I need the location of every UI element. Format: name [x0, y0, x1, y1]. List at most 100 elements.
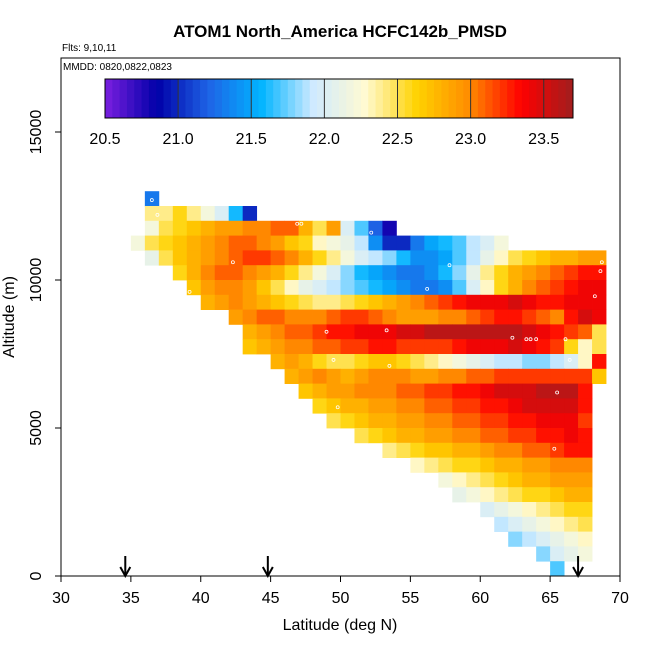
heatmap-cell: [200, 265, 216, 281]
heatmap-cell: [186, 280, 202, 296]
heatmap-cell: [382, 220, 397, 236]
heatmap-cell: [564, 531, 579, 547]
heatmap-cell: [270, 235, 285, 251]
heatmap-cell: [438, 309, 453, 325]
heatmap-cell: [536, 546, 551, 562]
heatmap-cell: [480, 502, 495, 518]
heatmap-cell: [578, 383, 593, 399]
heatmap-cell: [592, 294, 607, 310]
heatmap-cell: [354, 235, 369, 251]
heatmap-cell: [438, 428, 453, 444]
heatmap-cell: [410, 368, 425, 384]
colorbar-swatch: [192, 79, 201, 118]
heatmap-cell: [340, 265, 355, 281]
heatmap-cell: [452, 368, 467, 384]
heatmap-cell: [312, 265, 327, 281]
heatmap-cell: [508, 383, 523, 399]
heatmap-cell: [410, 250, 425, 266]
heatmap-cell: [354, 265, 369, 281]
heatmap-cell: [452, 324, 467, 340]
heatmap-cell: [298, 324, 313, 340]
heatmap-cell: [424, 428, 439, 444]
heatmap-cell: [270, 309, 285, 325]
x-tick-label: 50: [332, 590, 350, 607]
heatmap-cell: [480, 383, 495, 399]
heatmap-cell: [382, 413, 397, 429]
heatmap-cell: [312, 324, 327, 340]
heatmap-cell: [368, 280, 383, 296]
heatmap-cell: [592, 280, 607, 296]
heatmap-cell: [508, 294, 523, 310]
heatmap-cell: [494, 516, 509, 532]
sample-marker: [592, 294, 597, 299]
heatmap-cell: [438, 368, 453, 384]
heatmap-cell: [242, 294, 258, 310]
heatmap-cell: [172, 220, 188, 236]
heatmap-cell: [200, 220, 216, 236]
heatmap-cell: [382, 265, 397, 281]
heatmap-cell: [424, 309, 439, 325]
heatmap-cell: [256, 339, 272, 355]
x-tick-label: 35: [122, 590, 140, 607]
heatmap-cell: [592, 339, 607, 355]
heatmap-cell: [214, 220, 230, 236]
x-tick-label: 55: [401, 590, 419, 607]
x-tick-label: 65: [541, 590, 559, 607]
heatmap-cell: [424, 324, 439, 340]
heatmap-cell: [508, 442, 523, 458]
colorbar-swatch: [375, 79, 384, 118]
heatmap-cell: [396, 265, 411, 281]
heatmap-cell: [270, 354, 285, 370]
heatmap-cell: [172, 265, 188, 281]
heatmap-cell: [158, 206, 174, 222]
heatmap-cell: [522, 531, 537, 547]
heatmap-cell: [298, 235, 313, 251]
heatmap-cell: [438, 265, 453, 281]
y-tick-label: 10000: [28, 258, 45, 303]
heatmap-cell: [438, 472, 453, 488]
heatmap-cell: [410, 354, 425, 370]
colorbar-swatch: [273, 79, 281, 118]
heatmap-cell: [382, 442, 397, 458]
heatmap-cell: [312, 235, 327, 251]
heatmap-cell: [494, 472, 509, 488]
heatmap-cell: [354, 220, 369, 236]
x-axis-label: Latitude (deg N): [283, 617, 398, 634]
sample-marker: [149, 198, 154, 202]
heatmap-cell: [312, 294, 327, 310]
colorbar-swatch: [265, 79, 274, 118]
heatmap-cell: [452, 472, 467, 488]
heatmap-cell: [522, 339, 537, 355]
heatmap-cell: [214, 294, 230, 310]
heatmap-cell: [522, 472, 537, 488]
heatmap-cell: [424, 383, 439, 399]
x-axis: 30 35 40 45 50 55 60 65 70: [52, 576, 629, 607]
heatmap-cell: [438, 250, 453, 266]
colorbar-swatch: [353, 79, 362, 118]
y-tick-label: 15000: [28, 110, 45, 155]
heatmap-cell: [494, 339, 509, 355]
heatmap-cell: [340, 309, 355, 325]
colorbar-swatch: [112, 79, 121, 118]
heatmap-cell: [396, 413, 411, 429]
heatmap-cell: [466, 457, 481, 473]
colorbar-swatch: [148, 79, 157, 118]
heatmap-cell: [256, 309, 272, 325]
colorbar-swatch: [214, 79, 223, 118]
heatmap-cell: [578, 339, 593, 355]
heatmap-cell: [172, 250, 188, 266]
heatmap-cell: [242, 339, 258, 355]
heatmap-cell: [284, 250, 299, 266]
colorbar-swatch: [178, 79, 186, 118]
heatmap-cell: [564, 265, 579, 281]
colorbar-swatch: [397, 79, 406, 118]
heatmap-cell: [466, 472, 481, 488]
heatmap-cell: [256, 220, 272, 236]
heatmap-cell: [508, 502, 523, 518]
heatmap-cell: [410, 324, 425, 340]
heatmap-cell: [396, 309, 411, 325]
colorbar-swatch: [126, 79, 135, 118]
heatmap-cell: [438, 235, 453, 251]
heatmap-cell: [354, 413, 369, 429]
heatmap-cell: [494, 413, 509, 429]
